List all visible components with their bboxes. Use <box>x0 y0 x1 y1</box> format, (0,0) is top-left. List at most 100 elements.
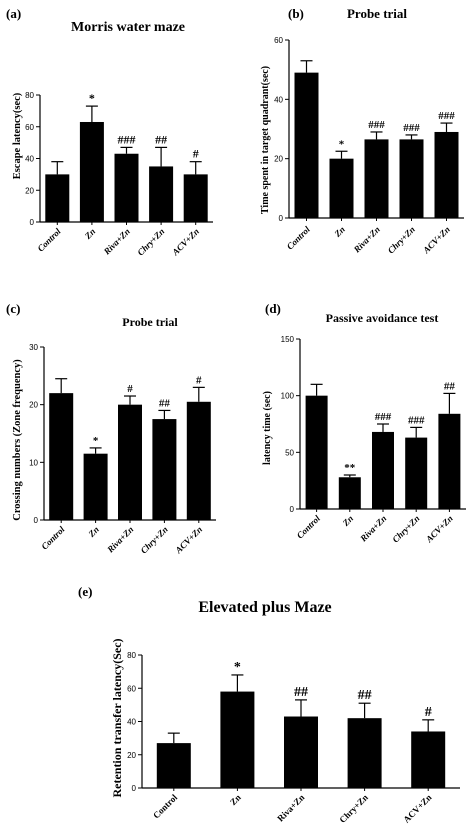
chart-panel-4: (d) Passive avoidance test latency time (s… <box>262 301 466 545</box>
category-label: Riva+Zn <box>358 513 389 544</box>
chart-title: Morris water maze <box>71 20 185 35</box>
significance-label: ## <box>294 685 308 700</box>
category-label: Chry+Zn <box>390 513 421 544</box>
y-tick-label: 80 <box>25 91 34 100</box>
bar-control <box>294 72 319 218</box>
significance-label: ### <box>403 122 420 134</box>
chart-title: Probe trial <box>347 6 407 21</box>
y-axis-label: Retention transfer latency(Sec) <box>110 638 124 797</box>
significance-label: ** <box>344 462 356 474</box>
significance-label: ## <box>444 380 456 392</box>
chart-title: Probe trial <box>122 315 178 329</box>
significance-label: # <box>196 374 202 386</box>
significance-label: ## <box>155 132 167 146</box>
y-tick-label: 0 <box>132 784 137 793</box>
significance-label: ## <box>358 688 372 703</box>
bar-chry-zn <box>399 139 424 218</box>
bar-zn <box>83 453 108 520</box>
category-label: Chry+Zn <box>135 226 166 257</box>
significance-label: * <box>93 435 99 447</box>
category-label: Chry+Zn <box>139 524 170 555</box>
y-tick-label: 40 <box>25 155 34 164</box>
chart-title: Elevated plus Maze <box>198 599 331 616</box>
y-axis-label: Escape latency(sec) <box>12 92 23 179</box>
y-tick-label: 40 <box>127 718 136 727</box>
category-label: ACV+Zn <box>170 226 202 258</box>
bar-zn <box>79 121 104 222</box>
bar-zn <box>338 477 361 509</box>
category-label: Zn <box>82 226 97 241</box>
bar-riva-zn <box>118 404 142 520</box>
y-axis-label: Time spent in target quadrant(sec) <box>260 66 271 214</box>
category-label: Chry+Zn <box>337 792 370 825</box>
bar-chry-zn <box>347 718 382 788</box>
chart-title: Passive avoidance test <box>326 311 439 325</box>
bar-acv-zn <box>434 131 459 218</box>
bar-riva-zn <box>114 153 139 222</box>
category-label: Control <box>35 226 63 254</box>
category-label: Zn <box>340 513 355 528</box>
category-label: Zn <box>332 224 347 239</box>
panel-letter: (d) <box>265 301 281 316</box>
category-label: Control <box>39 524 67 552</box>
y-tick-label: 0 <box>279 214 284 223</box>
significance-label: # <box>127 383 133 395</box>
bar-acv-zn <box>186 401 211 520</box>
category-label: ACV+Zn <box>423 513 455 545</box>
y-tick-label: 0 <box>30 218 35 227</box>
chart-panel-2: (b) Probe trial Time spent in target quadr… <box>260 6 464 256</box>
significance-label: * <box>89 91 95 105</box>
panel-letter: (c) <box>6 301 20 316</box>
significance-label: ## <box>159 397 171 409</box>
bar-zn <box>220 691 255 788</box>
y-tick-label: 60 <box>25 123 34 132</box>
category-label: Riva+Zn <box>105 524 136 555</box>
panel-letter: (b) <box>288 6 304 21</box>
category-label: Control <box>295 513 323 541</box>
bar-control <box>305 395 328 509</box>
category-label: Control <box>285 224 313 252</box>
bar-chry-zn <box>152 419 177 520</box>
bar-riva-zn <box>372 431 394 509</box>
significance-label: ### <box>368 119 385 131</box>
y-tick-label: 40 <box>274 95 283 104</box>
significance-label: # <box>193 147 199 161</box>
chart-panel-3: (c) Probe trial Crossing numbers (Zone fre… <box>6 301 216 556</box>
y-tick-label: 0 <box>34 516 39 525</box>
y-axis-label: Crossing numbers (Zone frequency) <box>12 359 23 521</box>
significance-label: * <box>339 138 345 150</box>
y-tick-label: 20 <box>25 186 34 195</box>
bar-zn <box>329 158 354 218</box>
panel-letter: (a) <box>6 6 21 21</box>
bar-riva-zn <box>364 139 389 218</box>
y-tick-label: 20 <box>127 751 136 760</box>
category-label: ACV+Zn <box>401 792 433 824</box>
y-tick-label: 60 <box>127 684 136 693</box>
bar-control <box>45 174 70 222</box>
category-label: Zn <box>228 792 243 807</box>
y-tick-label: 10 <box>29 458 38 467</box>
category-label: ACV+Zn <box>173 524 205 556</box>
y-tick-label: 100 <box>281 392 295 401</box>
chart-panel-5: (e) Elevated plus Maze Retention transfer … <box>78 584 460 825</box>
y-axis-label: latency time (sec) <box>262 391 273 465</box>
y-tick-label: 20 <box>274 155 283 164</box>
y-tick-label: 60 <box>274 36 283 45</box>
category-label: Riva+Zn <box>351 224 382 255</box>
significance-label: ### <box>438 110 455 122</box>
panel-letter: (e) <box>78 584 92 599</box>
bar-control <box>49 393 74 520</box>
bar-acv-zn <box>183 174 208 222</box>
bar-chry-zn <box>149 166 174 222</box>
bar-acv-zn <box>411 731 446 788</box>
y-tick-label: 80 <box>127 651 136 660</box>
bar-control <box>156 743 191 788</box>
category-label: Chry+Zn <box>386 224 417 255</box>
bar-chry-zn <box>405 437 428 509</box>
category-label: Riva+Zn <box>101 226 132 257</box>
category-label: ACV+Zn <box>420 224 452 256</box>
y-tick-label: 50 <box>285 448 294 457</box>
bar-riva-zn <box>284 716 318 788</box>
bar-acv-zn <box>438 413 461 509</box>
